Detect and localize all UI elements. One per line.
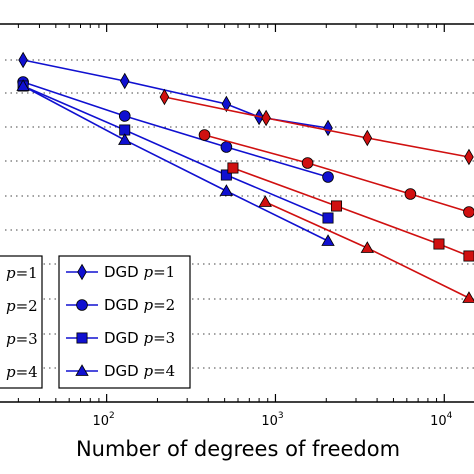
data-point	[464, 148, 474, 166]
series-dgd-square	[17, 80, 334, 224]
data-point	[463, 206, 474, 218]
data-point	[433, 238, 445, 250]
x-axis-ticks: 102 103 104	[17, 24, 453, 429]
data-point	[18, 51, 28, 69]
series-dgd-diamond	[18, 51, 333, 137]
data-point	[323, 119, 333, 137]
legend-marker	[76, 299, 88, 311]
series-red-square	[227, 162, 474, 262]
series-line	[22, 81, 329, 178]
legend-marker	[76, 332, 88, 344]
data-point	[261, 109, 271, 127]
data-point	[221, 95, 232, 113]
legend-entry-label: DGD p=2	[104, 296, 175, 314]
x-tick-label: 104	[430, 411, 453, 429]
series-red-triangle	[258, 195, 474, 303]
data-point	[119, 72, 130, 90]
x-axis-label: Number of degrees of freedom	[76, 437, 400, 461]
legend-left-label: p=1	[6, 264, 38, 282]
data-point	[227, 162, 239, 174]
series-line	[232, 167, 470, 257]
series-red-circle	[198, 129, 474, 218]
legend-entry-label: DGD p=3	[104, 329, 175, 347]
series-red-diamond	[159, 88, 474, 166]
series-dgd-triangle	[16, 79, 335, 246]
legends: p=1 p=2 p=3 p=4 DGD p=1 DGD p=2 DGD p=3 DGD p=4	[0, 255, 191, 389]
legend-entry: DGD p=1	[66, 263, 175, 281]
data-point	[301, 157, 314, 169]
x-tick-label: 102	[92, 411, 114, 429]
legend-marker	[75, 364, 89, 376]
legend-box	[0, 255, 43, 389]
legend-entry: DGD p=4	[66, 362, 175, 380]
data-point	[220, 141, 233, 153]
legend-entry-label: DGD p=4	[104, 362, 175, 380]
plot-axes	[0, 23, 474, 403]
legend-dgd: DGD p=1 DGD p=2 DGD p=3 DGD p=4	[58, 255, 191, 389]
series-line	[22, 59, 329, 129]
data-point	[159, 88, 170, 106]
data-point	[118, 133, 132, 145]
data-point	[118, 110, 131, 122]
series-dgd-circle	[17, 76, 334, 183]
data-point	[322, 212, 334, 224]
legend-entry-label: DGD p=1	[104, 263, 175, 281]
legend-marker	[77, 263, 87, 281]
data-point	[362, 129, 373, 147]
series-line	[164, 96, 470, 158]
series-line	[22, 85, 329, 219]
data-point	[219, 184, 234, 196]
legend-entry: DGD p=2	[66, 296, 175, 314]
legend-left: p=1 p=2 p=3 p=4	[0, 255, 43, 389]
legend-left-label: p=3	[6, 330, 38, 348]
data-point	[404, 188, 417, 200]
data-point	[360, 241, 374, 253]
legend-entry: DGD p=3	[66, 329, 175, 347]
data-point	[462, 291, 474, 303]
legend-left-label: p=4	[6, 363, 38, 381]
legend-left-label: p=2	[6, 297, 38, 315]
data-point	[463, 250, 474, 262]
series-line	[22, 85, 329, 242]
data-point	[258, 195, 272, 207]
data-series	[16, 51, 474, 303]
data-point	[16, 79, 30, 91]
data-point	[321, 234, 335, 246]
data-point	[322, 171, 334, 183]
x-tick-label: 103	[261, 411, 283, 429]
data-point	[220, 169, 232, 181]
series-line	[204, 134, 470, 213]
data-point	[198, 129, 211, 141]
data-point	[331, 200, 343, 212]
